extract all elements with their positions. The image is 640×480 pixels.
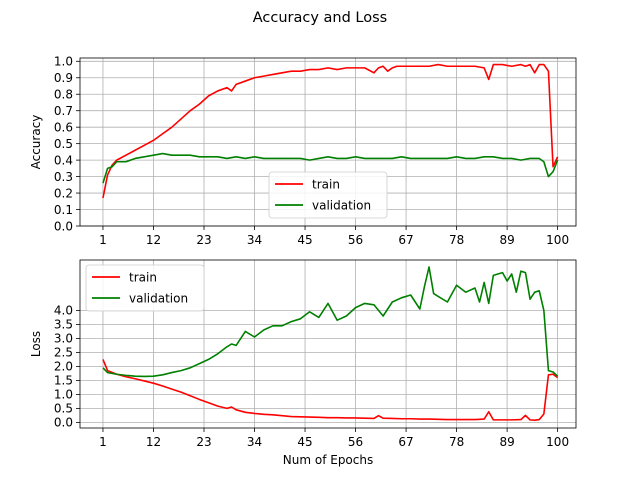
loss-plot: 1 12 23 34 45 56 67 78 89 1000.00.51.01.52.02.53.… [29, 259, 577, 467]
loss-y-axis-label: Loss [29, 331, 43, 357]
accuracy-axes-frame [79, 57, 577, 227]
accuracy-x-tick-label: 1 [99, 233, 107, 247]
loss-x-tick-label: 12 [146, 435, 161, 449]
loss-y-tick-label: 4.0 [54, 304, 73, 318]
loss-validation-line [102, 266, 559, 378]
accuracy-y-axis-label: Accuracy [29, 115, 43, 170]
accuracy-legend-label-train: train [312, 177, 340, 191]
accuracy-x-tick-label: 23 [196, 233, 211, 247]
loss-legend-label-train: train [129, 270, 157, 284]
loss-y-tick-label: 0.5 [54, 402, 73, 416]
loss-x-tick-label: 78 [449, 435, 464, 449]
loss-x-tick-label: 1 [99, 435, 107, 449]
accuracy-y-tick-label: 0.0 [54, 219, 73, 233]
accuracy-y-tick-label: 0.5 [54, 137, 73, 151]
accuracy-legend: train validation [268, 171, 388, 219]
accuracy-legend-label-validation: validation [312, 198, 371, 212]
accuracy-plot: 1 12 23 34 45 56 67 78 89 100 0.0 0.1 0.2 0.3 0.4 0.5 0.… [29, 55, 577, 247]
accuracy-y-tick-label: 0.6 [54, 120, 73, 134]
loss-x-tick-label: 100 [546, 435, 569, 449]
figure-title: Accuracy and Loss [253, 10, 388, 26]
accuracy-validation-line [102, 152, 559, 184]
loss-x-tick-label: 89 [499, 435, 514, 449]
accuracy-x-tick-label: 89 [499, 233, 514, 247]
loss-y-tick-label: 2.0 [54, 360, 73, 374]
accuracy-train-line [102, 63, 559, 199]
accuracy-x-tick-label: 67 [398, 233, 413, 247]
accuracy-x-tick-label: 12 [146, 233, 161, 247]
loss-axes-frame [79, 259, 577, 429]
accuracy-y-tick-label: 1.0 [54, 55, 73, 69]
loss-train-line [102, 359, 559, 421]
loss-x-axis-label: Num of Epochs [283, 453, 373, 467]
accuracy-y-tick-label: 0.3 [54, 170, 73, 184]
accuracy-x-tick-label: 100 [546, 233, 569, 247]
accuracy-y-tick-label: 0.1 [54, 203, 73, 217]
accuracy-x-tick-label: 78 [449, 233, 464, 247]
loss-x-tick-label: 67 [398, 435, 413, 449]
loss-legend-label-validation: validation [129, 291, 188, 305]
loss-y-tick-label: 0.0 [54, 416, 73, 430]
accuracy-x-tick-label: 45 [297, 233, 312, 247]
accuracy-x-tick-label: 34 [247, 233, 262, 247]
loss-y-tick-label: 3.0 [54, 332, 73, 346]
accuracy-y-tick-label: 0.4 [54, 153, 73, 167]
accuracy-y-tick-label: 0.7 [54, 104, 73, 118]
loss-y-tick-label: 3.5 [54, 318, 73, 332]
loss-y-tick-label: 2.5 [54, 346, 73, 360]
loss-x-tick-label: 45 [297, 435, 312, 449]
accuracy-x-tick-label: 56 [348, 233, 363, 247]
loss-y-tick-label: 1.0 [54, 388, 73, 402]
loss-legend: train validation [85, 264, 205, 312]
loss-y-tick-label: 1.5 [54, 374, 73, 388]
loss-x-tick-label: 34 [247, 435, 262, 449]
loss-x-tick-label: 56 [348, 435, 363, 449]
accuracy-y-tick-label: 0.9 [54, 71, 73, 85]
accuracy-y-tick-label: 0.2 [54, 186, 73, 200]
loss-x-tick-label: 23 [196, 435, 211, 449]
accuracy-y-tick-label: 0.8 [54, 88, 73, 102]
